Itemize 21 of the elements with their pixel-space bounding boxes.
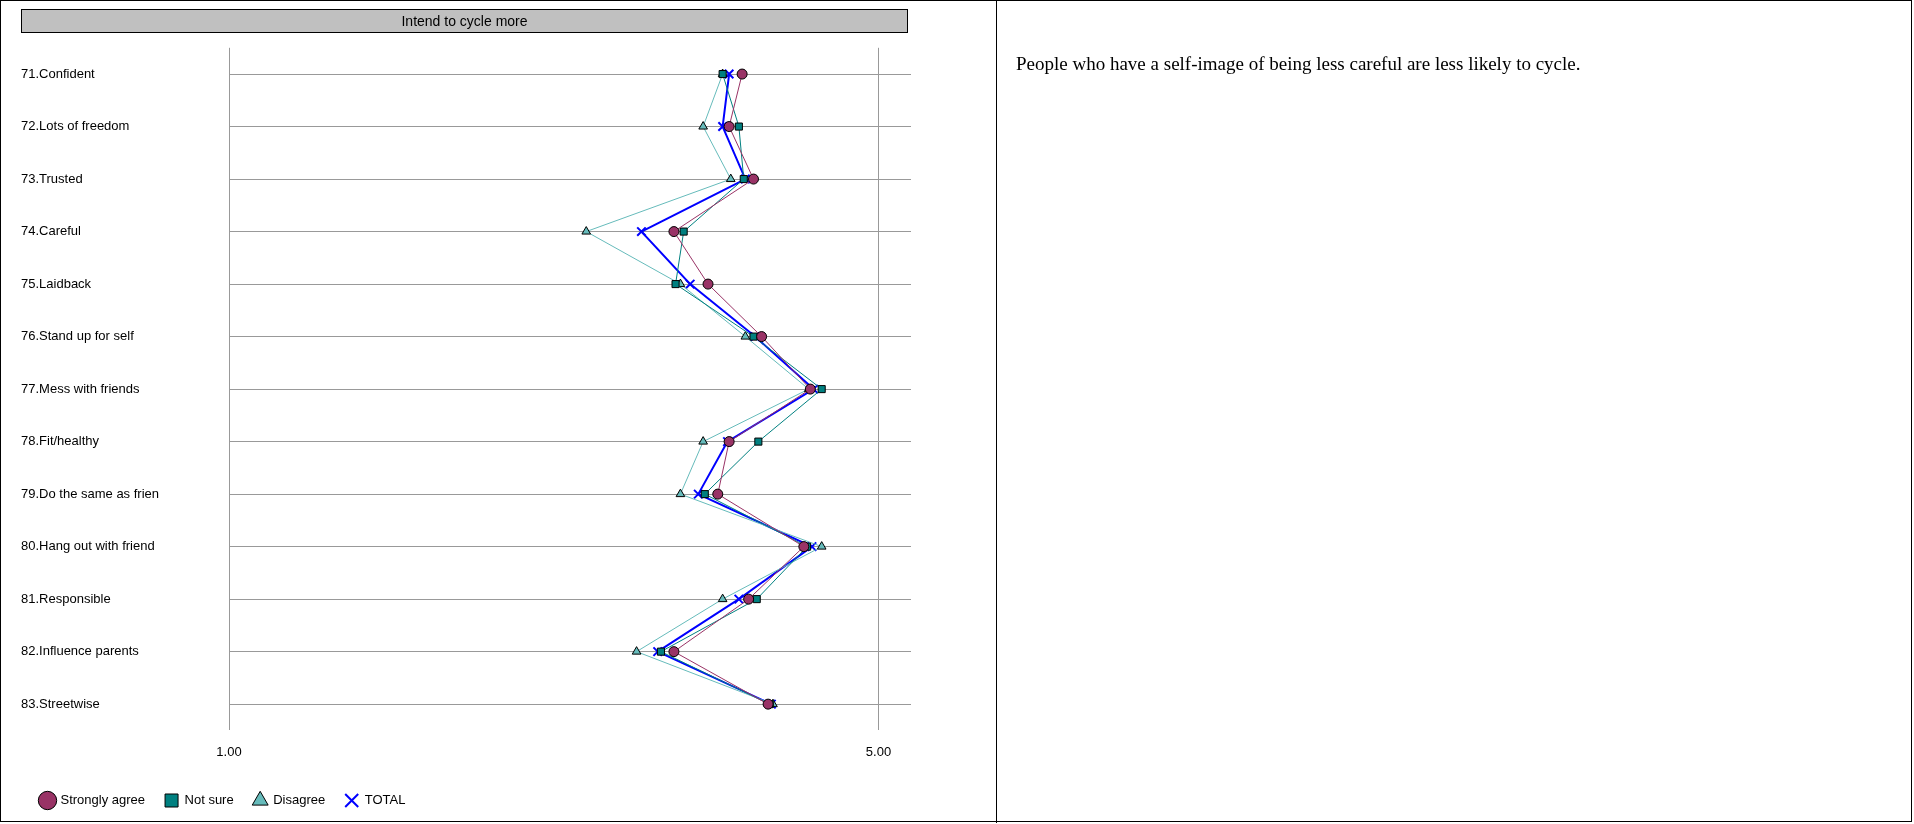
y-tick-label: 77.Mess with friends (21, 380, 140, 396)
y-tick-label: 76.Stand up for self (21, 328, 135, 344)
legend-label: Disagree (273, 792, 326, 808)
x-tick-label: 1.00 (216, 743, 242, 759)
chart-title: Intend to cycle more (21, 9, 908, 33)
y-tick-label: 75.Laidback (21, 275, 92, 291)
legend-label: Not sure (184, 792, 234, 808)
y-tick-label: 72.Lots of freedom (21, 118, 130, 134)
y-tick-label: 73.Trusted (21, 170, 83, 186)
text: People who have a self-image of being less careful are less likely to cycle. (1016, 53, 1581, 75)
legend-label: TOTAL (364, 792, 406, 808)
y-tick-label: 74.Careful (21, 223, 82, 239)
y-tick-label: 78.Fit/healthy (21, 433, 100, 449)
y-tick-label: 82.Influence parents (21, 643, 140, 659)
y-tick-label: 71.Confident (21, 65, 96, 81)
y-tick-label: 81.Responsible (21, 590, 111, 606)
legend-label: Strongly agree (60, 792, 146, 808)
y-tick-label: 83.Streetwise (21, 695, 100, 711)
x-tick-label: 5.00 (865, 743, 892, 759)
y-tick-label: 80.Hang out with friend (21, 538, 155, 554)
y-tick-label: 79.Do the same as frien (21, 485, 160, 501)
